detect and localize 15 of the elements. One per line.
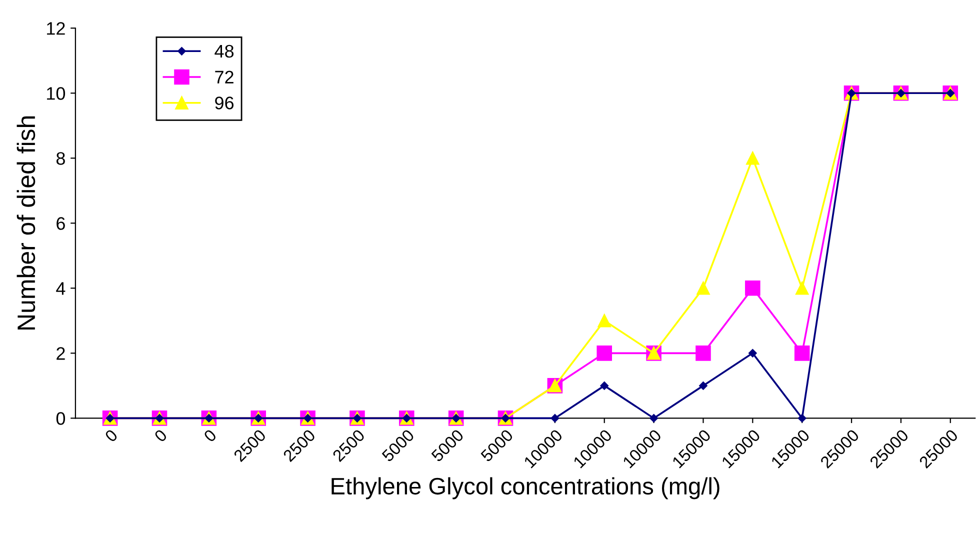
x-tick-label: 0 [104, 428, 118, 443]
y-tick-label: 0 [56, 412, 66, 425]
legend-label: 72 [215, 70, 234, 84]
x-axis-title: Ethylene Glycol concentrations (mg/l) [332, 477, 720, 500]
x-tick-label: 0 [154, 428, 168, 443]
y-tick-label: 12 [47, 22, 65, 35]
legend-label: 48 [214, 44, 234, 58]
y-tick-label: 10 [47, 87, 66, 100]
y-axis-title: Number of died fish [16, 116, 36, 330]
y-tick-label: 6 [56, 217, 65, 230]
legend-label: 96 [215, 96, 234, 110]
y-tick-label: 8 [56, 152, 65, 165]
y-tick-label: 4 [56, 282, 66, 295]
y-tick-label: 2 [56, 347, 65, 360]
x-tick-label: 0 [203, 428, 218, 443]
